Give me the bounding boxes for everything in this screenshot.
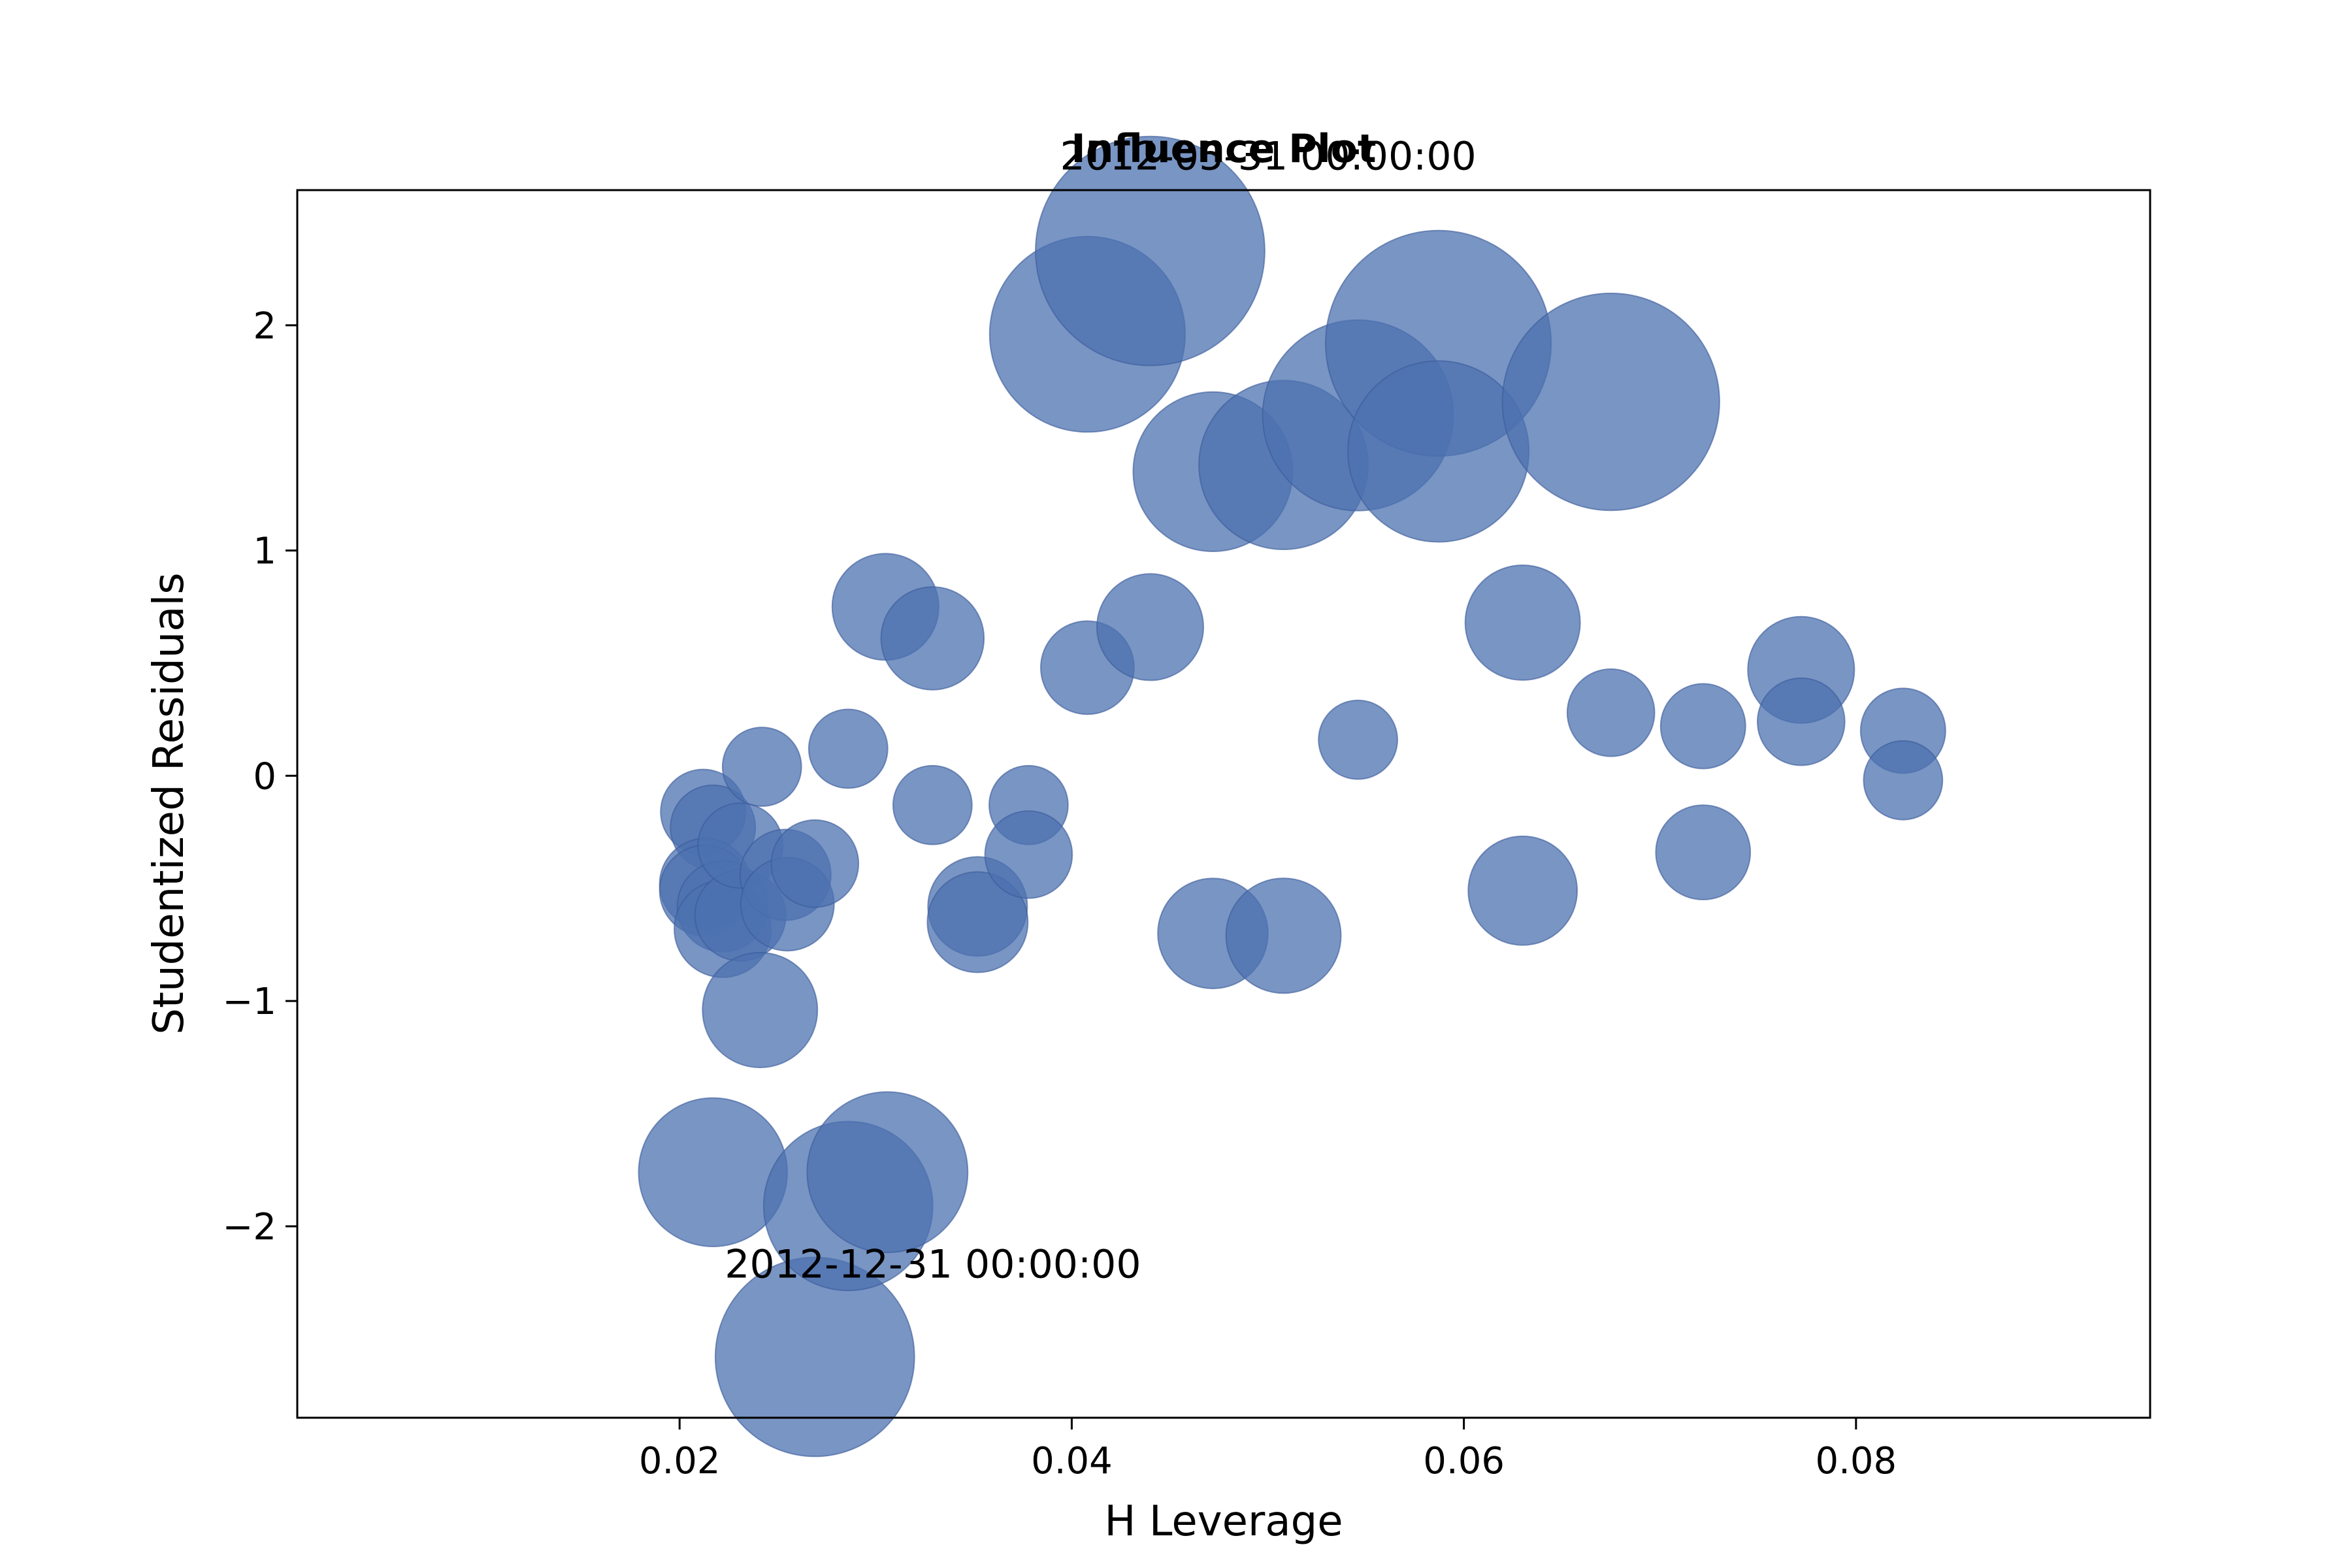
y-tick-label-2: 0 xyxy=(253,755,276,798)
y-tick-label-4: 2 xyxy=(253,305,276,348)
data-point-39 xyxy=(1566,668,1656,757)
data-point-13 xyxy=(770,819,860,908)
x-tick-label-0: 0.02 xyxy=(639,1440,721,1482)
chart-title: Influence Plot xyxy=(1071,126,1376,172)
data-point-36 xyxy=(1347,360,1530,543)
x-axis-label: H Leverage xyxy=(1104,1497,1343,1546)
data-point-42 xyxy=(1655,804,1752,900)
point-annotations: 2012-05-31 00:00:00 2012-12-31 00:00:00 xyxy=(725,133,1476,1287)
data-point-38 xyxy=(1467,835,1578,946)
data-point-15 xyxy=(808,708,889,789)
data-point-8 xyxy=(721,727,802,808)
data-point-34 xyxy=(1318,699,1398,780)
data-point-44 xyxy=(1756,677,1846,766)
y-axis-label: Studentized Residuals xyxy=(145,572,193,1034)
y-tick-label-3: 1 xyxy=(253,531,276,573)
data-point-32 xyxy=(1225,877,1342,994)
data-point-22 xyxy=(926,871,1029,973)
data-point-19 xyxy=(880,586,985,691)
x-axis-ticks: 0.02 0.04 0.06 0.08 xyxy=(639,1418,1897,1482)
x-tick-label-2: 0.06 xyxy=(1423,1440,1505,1482)
y-axis-ticks: −2 −1 0 1 2 xyxy=(222,305,297,1249)
scatter-points xyxy=(638,135,1946,1458)
y-tick-label-1: −1 xyxy=(222,981,276,1023)
data-point-9 xyxy=(702,951,819,1068)
data-point-28 xyxy=(1035,135,1266,367)
data-point-24 xyxy=(984,810,1073,899)
data-point-18 xyxy=(806,1091,969,1254)
data-point-41 xyxy=(1659,683,1746,770)
data-point-20 xyxy=(892,764,973,845)
point-annotation-0: 2012-05-31 00:00:00 xyxy=(1060,133,1476,179)
data-point-27 xyxy=(1096,573,1205,681)
data-point-40 xyxy=(1501,292,1720,512)
x-tick-label-3: 0.08 xyxy=(1815,1440,1897,1482)
data-point-46 xyxy=(1863,740,1944,821)
x-tick-label-1: 0.04 xyxy=(1031,1440,1113,1482)
y-tick-label-0: −2 xyxy=(222,1206,276,1249)
point-annotation-1: 2012-12-31 00:00:00 xyxy=(725,1242,1141,1288)
plot-frame xyxy=(296,189,2151,1419)
data-point-10 xyxy=(638,1097,788,1247)
data-point-37 xyxy=(1464,564,1581,681)
